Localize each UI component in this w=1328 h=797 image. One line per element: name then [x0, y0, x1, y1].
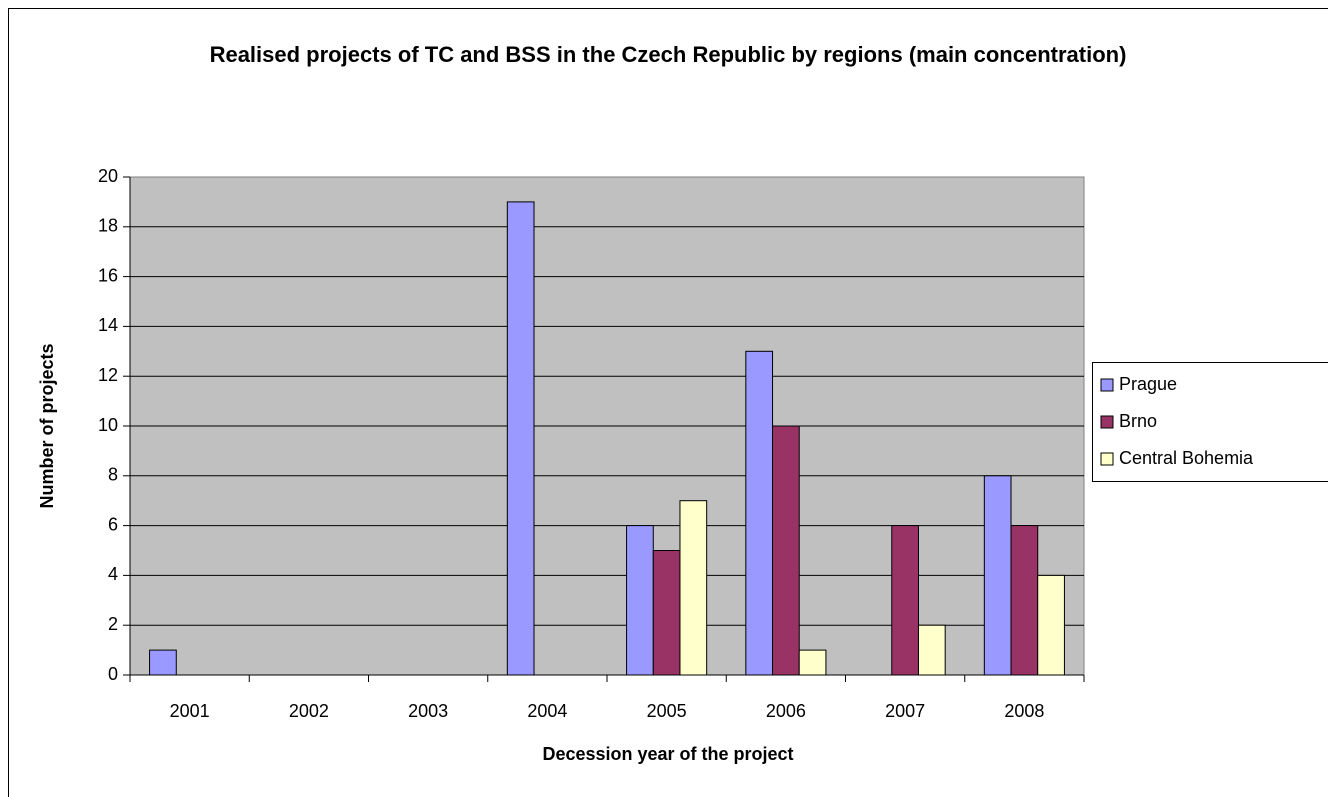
x-tick-label: 2006	[766, 701, 806, 721]
x-tick-label: 2008	[1004, 701, 1044, 721]
y-tick-label: 8	[108, 465, 118, 485]
legend-swatch	[1100, 452, 1114, 466]
bar	[626, 525, 654, 676]
legend-label: Brno	[1119, 411, 1157, 431]
legend-box	[1092, 362, 1328, 482]
bar	[917, 624, 946, 676]
y-tick-label: 0	[108, 664, 118, 684]
x-tick-label: 2002	[289, 701, 329, 721]
legend-swatch	[1100, 378, 1114, 392]
y-tick-label: 20	[98, 166, 118, 186]
y-tick-label: 6	[108, 514, 118, 534]
bar	[506, 201, 535, 676]
bar	[798, 649, 827, 676]
bar	[652, 550, 681, 676]
bar	[149, 649, 177, 676]
y-tick-label: 18	[98, 216, 118, 236]
bar	[1010, 525, 1039, 676]
bar	[891, 525, 919, 676]
x-tick-label: 2001	[170, 701, 210, 721]
x-axis-title: Decession year of the project	[542, 744, 793, 764]
bar	[679, 500, 708, 676]
x-tick-label: 2003	[408, 701, 448, 721]
y-tick-label: 14	[98, 315, 118, 335]
y-tick-label: 2	[108, 614, 118, 634]
bar	[772, 425, 800, 676]
legend-label: Prague	[1119, 374, 1177, 394]
bar	[745, 350, 774, 676]
y-tick-label: 4	[108, 564, 118, 584]
legend-swatch	[1100, 415, 1114, 429]
y-tick-label: 16	[98, 265, 118, 285]
y-tick-label: 12	[98, 365, 118, 385]
bar	[1037, 574, 1065, 676]
y-tick-label: 10	[98, 415, 118, 435]
x-tick-label: 2005	[647, 701, 687, 721]
x-tick-label: 2007	[885, 701, 925, 721]
bar	[983, 475, 1012, 676]
x-tick-label: 2004	[527, 701, 567, 721]
legend-label: Central Bohemia	[1119, 448, 1254, 468]
y-axis-title: Number of projects	[37, 343, 57, 508]
chart-title: Realised projects of TC and BSS in the C…	[209, 42, 1127, 67]
